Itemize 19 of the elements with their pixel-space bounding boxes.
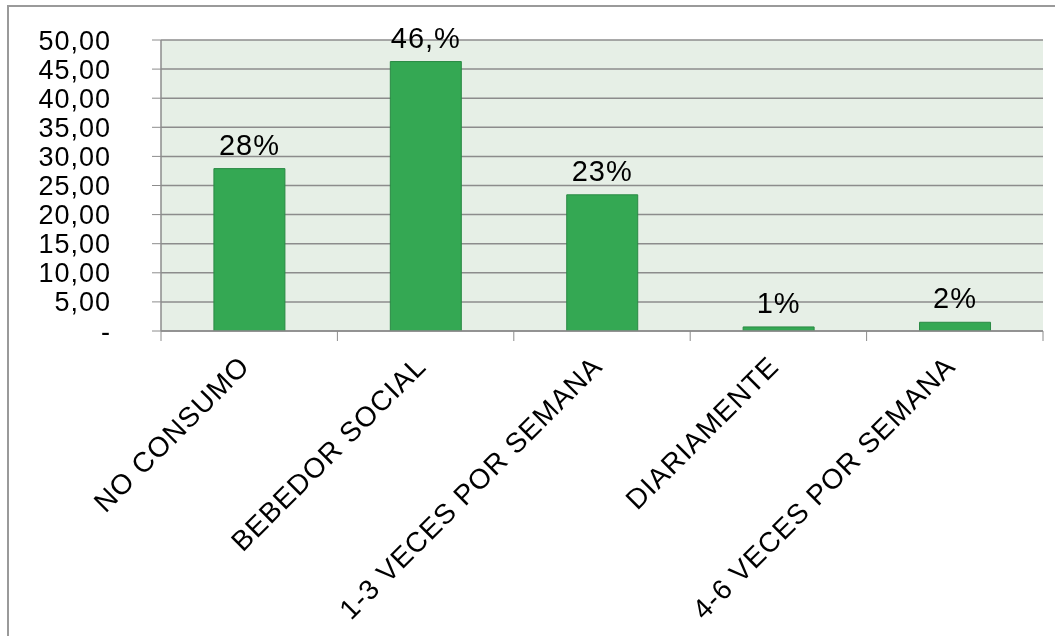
data-label: 28% bbox=[218, 128, 280, 161]
y-tick-label: 40,00 bbox=[38, 83, 111, 114]
bar bbox=[389, 61, 462, 331]
data-label: 1% bbox=[756, 286, 801, 319]
y-tick-label: 15,00 bbox=[38, 229, 111, 260]
y-tick-label: 50,00 bbox=[38, 25, 111, 56]
y-tick-label: 5,00 bbox=[54, 287, 111, 318]
data-label: 46,% bbox=[390, 21, 461, 54]
y-tick-label: 45,00 bbox=[38, 54, 111, 85]
y-tick-label: - bbox=[101, 316, 111, 347]
data-label: 23% bbox=[571, 154, 633, 187]
y-tick-label: 35,00 bbox=[38, 112, 111, 143]
y-tick-label: 30,00 bbox=[38, 141, 111, 172]
y-tick-label: 20,00 bbox=[38, 200, 111, 231]
data-label: 2% bbox=[933, 282, 977, 315]
y-tick-label: 10,00 bbox=[38, 258, 111, 289]
bar bbox=[566, 194, 639, 331]
bar bbox=[213, 168, 286, 331]
y-tick-label: 25,00 bbox=[38, 171, 111, 202]
